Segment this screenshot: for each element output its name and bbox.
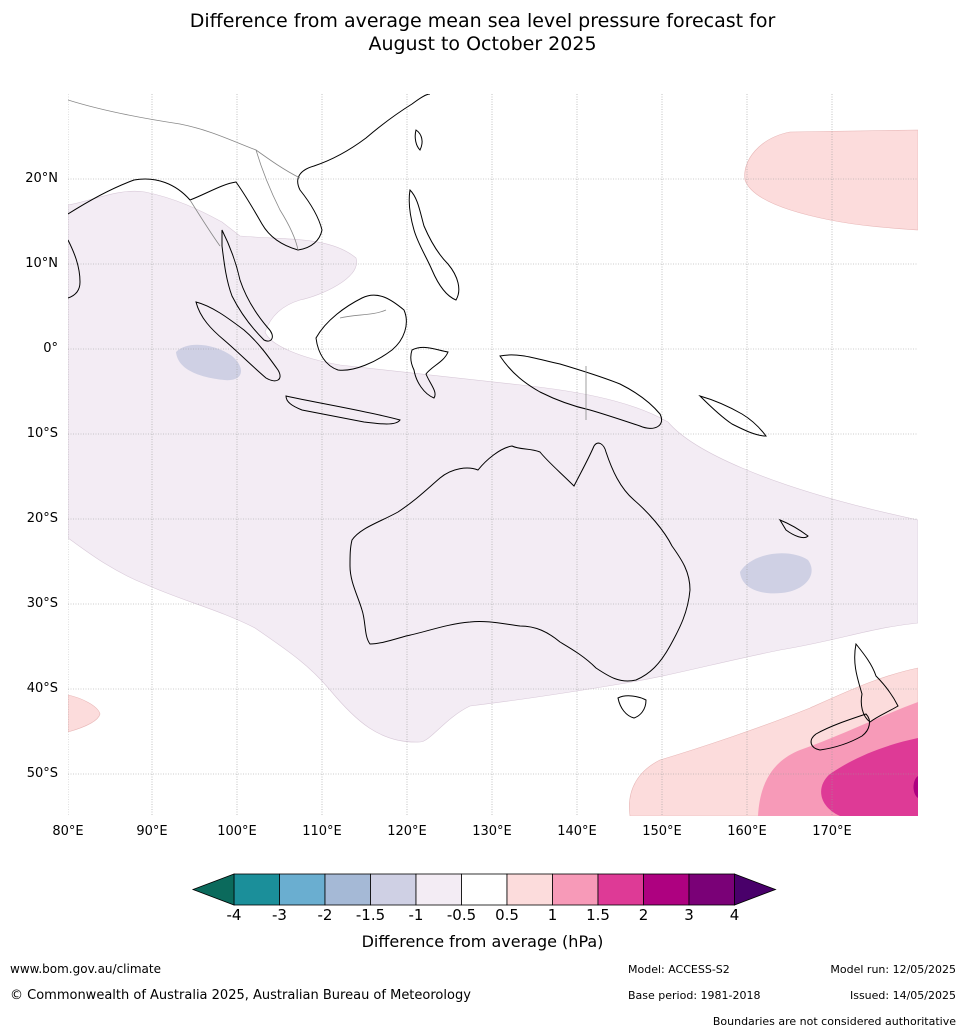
coast-new-guinea bbox=[499, 354, 662, 429]
colorbar-swatch bbox=[324, 873, 371, 906]
colorbar-swatch bbox=[597, 873, 644, 906]
colorbar-tick-label: 3 bbox=[684, 906, 694, 924]
anomaly-region-minus1-5-west bbox=[176, 344, 242, 381]
coast-new-caledonia bbox=[778, 518, 809, 539]
lon-label: 80°E bbox=[52, 824, 84, 839]
lon-label: 140°E bbox=[557, 824, 597, 839]
colorbar-tick-label: -1 bbox=[408, 906, 424, 924]
colorbar-high-extend bbox=[734, 873, 777, 906]
map-title: Difference from average mean sea level p… bbox=[0, 10, 965, 56]
coast-new-zealand-north bbox=[854, 642, 899, 723]
lat-label: 10°N bbox=[25, 256, 58, 271]
lon-label: 90°E bbox=[136, 824, 168, 839]
coast-java bbox=[285, 395, 401, 425]
coast-malay-peninsula bbox=[221, 229, 273, 342]
coast-taiwan bbox=[414, 129, 423, 151]
coast-new-zealand-south bbox=[810, 713, 870, 751]
colorbar-tick-label: -0.5 bbox=[446, 906, 477, 924]
anomaly-region-plus1-5 bbox=[821, 738, 918, 816]
colorbar-tick-label: 4 bbox=[729, 906, 740, 924]
anomaly-region-plus0-5-north bbox=[744, 129, 918, 231]
anomaly-region-neutral bbox=[429, 301, 479, 331]
lat-label: 40°S bbox=[26, 681, 58, 696]
colorbar-swatch bbox=[506, 873, 553, 906]
anomaly-region-minus1-5-tasman bbox=[740, 553, 812, 594]
colorbar bbox=[191, 873, 777, 906]
colorbar-swatch bbox=[643, 873, 690, 906]
coast-australia bbox=[349, 442, 691, 682]
colorbar-tick-label: 1.5 bbox=[586, 906, 610, 924]
lat-label: 0° bbox=[43, 341, 58, 356]
map-area bbox=[68, 94, 918, 816]
anomaly-region-plus0-5-west bbox=[68, 694, 101, 733]
colorbar-tick-label: -2 bbox=[317, 906, 333, 924]
colorbar-swatch bbox=[461, 873, 508, 906]
footer-model: Model: ACCESS-S2 bbox=[628, 963, 730, 976]
lon-label: 150°E bbox=[642, 824, 682, 839]
gridlines bbox=[68, 94, 918, 816]
footer-base-period: Base period: 1981-2018 bbox=[628, 989, 761, 1002]
footer-website[interactable]: www.bom.gov.au/climate bbox=[10, 962, 161, 976]
lat-label: 20°N bbox=[25, 171, 58, 186]
colorbar-swatch bbox=[688, 873, 735, 906]
colorbar-tick-label: 0.5 bbox=[495, 906, 519, 924]
colorbar-tick-label: 2 bbox=[638, 906, 649, 924]
lat-label: 10°S bbox=[26, 426, 58, 441]
colorbar-tick-label: -1.5 bbox=[355, 906, 386, 924]
coast-borneo bbox=[315, 294, 407, 371]
lon-label: 130°E bbox=[472, 824, 512, 839]
colorbar-swatch bbox=[552, 873, 599, 906]
title-line-1: Difference from average mean sea level p… bbox=[189, 10, 776, 32]
coast-sulawesi bbox=[410, 346, 449, 399]
anomaly-region-plus2 bbox=[913, 776, 918, 798]
lon-label: 110°E bbox=[302, 824, 342, 839]
lon-label: 170°E bbox=[812, 824, 852, 839]
lon-label: 160°E bbox=[727, 824, 767, 839]
footer-copyright: © Commonwealth of Australia 2025, Austra… bbox=[10, 988, 471, 1003]
footer-issued: Issued: 14/05/2025 bbox=[849, 989, 956, 1002]
lat-label: 30°S bbox=[26, 596, 58, 611]
colorbar-tick-label: -4 bbox=[226, 906, 242, 924]
country-borders bbox=[68, 99, 587, 420]
coast-philippines bbox=[408, 188, 460, 301]
footer-model-run: Model run: 12/05/2025 bbox=[830, 963, 956, 976]
coast-tasmania bbox=[617, 695, 647, 719]
colorbar-swatch bbox=[279, 873, 326, 906]
coast-sumatra bbox=[195, 301, 281, 382]
coast-indochina bbox=[68, 94, 431, 251]
colorbar-title: Difference from average (hPa) bbox=[361, 932, 604, 951]
footer-boundaries-note: Boundaries are not considered authoritat… bbox=[712, 1015, 956, 1028]
anomaly-region-minus1 bbox=[68, 190, 918, 743]
lat-label: 20°S bbox=[26, 511, 58, 526]
coast-india bbox=[68, 239, 81, 299]
title-line-2: August to October 2025 bbox=[368, 33, 597, 55]
colorbar-swatch bbox=[415, 873, 462, 906]
colorbar-swatch bbox=[370, 873, 417, 906]
colorbar-tick-label: -3 bbox=[272, 906, 287, 924]
lat-label: 50°S bbox=[26, 766, 58, 781]
colorbar-low-extend bbox=[191, 873, 235, 906]
coastlines bbox=[68, 94, 899, 751]
lon-label: 120°E bbox=[387, 824, 427, 839]
lon-label: 100°E bbox=[217, 824, 257, 839]
colorbar-swatch bbox=[233, 873, 280, 906]
colorbar-tick-label: 1 bbox=[547, 906, 558, 924]
coast-solomon-islands bbox=[698, 394, 768, 437]
